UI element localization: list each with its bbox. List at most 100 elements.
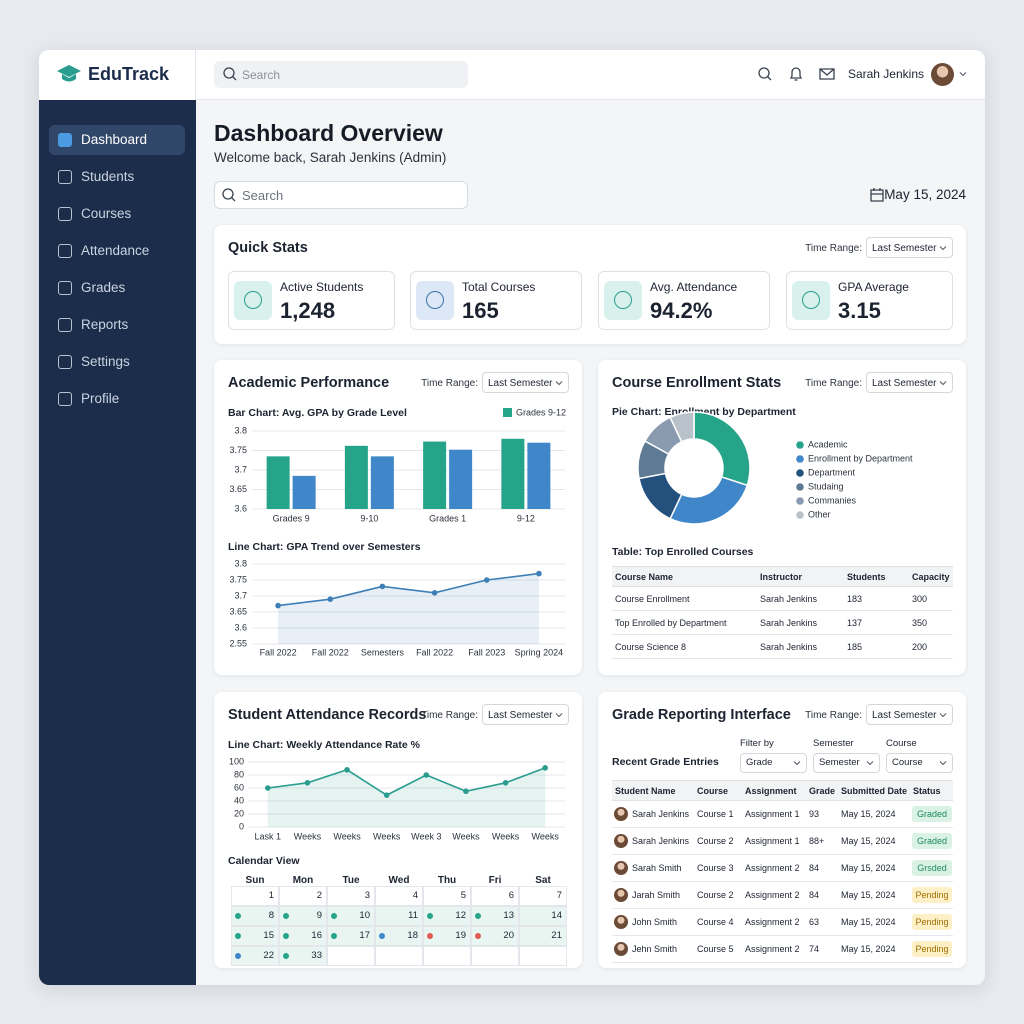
filter-select[interactable] [813,753,880,773]
calendar-day: 15 [263,930,274,941]
search-box[interactable] [214,61,468,88]
dropdown[interactable] [866,372,953,393]
calendar-cell[interactable] [519,926,567,946]
dropdown[interactable] [866,704,953,725]
calendar-cell[interactable] [423,946,471,966]
table-header-cell: Student Name [615,785,676,796]
calendar-cell[interactable] [327,926,375,946]
calendar-cell[interactable] [279,906,327,926]
table-cell: Sarah Jenkins [632,836,690,846]
calendar-cell[interactable] [423,906,471,926]
calendar-day: 16 [311,930,322,941]
sidebar-item[interactable]: Courses [81,206,132,221]
table-cell: Course 1 [697,809,734,819]
sidebar-icon [58,207,72,221]
stat-icon-glyph [426,291,444,309]
filter-label: Course [886,738,917,749]
calendar-day: 5 [460,890,466,901]
sidebar-item[interactable]: Dashboard [81,132,148,147]
filter-value[interactable]: Course [892,757,923,768]
calendar-cell[interactable] [519,906,567,926]
table-cell: May 15, 2024 [841,863,896,873]
dropdown-value[interactable]: Last Semester [872,709,937,721]
user-avatar[interactable] [931,63,954,86]
table-cell: 84 [809,863,820,873]
sidebar-item[interactable]: Grades [81,280,126,295]
status-badge [912,806,952,822]
dropdown-value[interactable]: Last Semester [872,377,937,389]
calendar-day: 3 [364,890,370,901]
calendar-cell[interactable] [471,946,519,966]
calendar-cell[interactable] [279,926,327,946]
table-row-line [612,908,953,909]
table-row-line [612,854,953,855]
calendar-cell[interactable] [375,886,423,906]
dropdown[interactable] [482,704,569,725]
dropdown-value[interactable]: Last Semester [872,242,937,254]
calendar-cell[interactable] [471,926,519,946]
date: May 15, 2024 [884,187,966,202]
weekday-label: Wed [388,874,410,886]
table-cell: John Smith [632,917,678,927]
table-cell: Assignment 2 [745,863,800,873]
table-cell: Course Enrollment [615,594,690,604]
calendar-cell[interactable] [375,926,423,946]
calendar-cell[interactable] [423,926,471,946]
table-header-cell: Instructor [760,571,803,582]
filter-value[interactable]: Grade [746,757,773,768]
calendar-day: 17 [359,930,370,941]
sidebar-item[interactable]: Profile [81,391,120,406]
search-placeholder: Search [242,187,284,203]
dropdown[interactable] [482,372,569,393]
filter-select[interactable] [740,753,807,773]
calendar-cell[interactable] [327,906,375,926]
calendar-day: 9 [316,910,322,921]
calendar-cell[interactable] [279,946,327,966]
chart-title: Line Chart: Weekly Attendance Rate % [228,739,420,751]
calendar-cell[interactable] [519,946,567,966]
app-logo: EduTrack [88,63,170,84]
filter-select[interactable] [886,753,953,773]
table-header-cell: Status [913,785,941,796]
sidebar-item[interactable]: Students [81,169,135,184]
dropdown[interactable] [866,237,953,258]
sidebar-item[interactable]: Settings [81,354,130,369]
calendar-cell[interactable] [231,926,279,946]
calendar-cell[interactable] [375,946,423,966]
calendar-cell[interactable] [423,886,471,906]
status-label: Graded [916,809,948,819]
table-header [612,780,953,801]
table-row-line [612,634,953,635]
stat-value: 1,248 [280,297,336,323]
dropdown-value[interactable]: Last Semester [488,377,553,389]
calendar-dot [283,913,289,919]
filter-label: Semester [813,738,854,749]
status-label: Grsded [917,863,947,873]
calendar-cell[interactable] [327,946,375,966]
filter-value[interactable]: Semester [819,757,860,768]
table-cell: Course Science 8 [615,642,687,652]
status-badge [912,914,952,930]
calendar-cell[interactable] [471,886,519,906]
calendar-cell[interactable] [471,906,519,926]
table-cell: Course 3 [697,863,734,873]
calendar-cell[interactable] [519,886,567,906]
table-cell: 183 [847,594,863,604]
calendar-cell[interactable] [279,886,327,906]
status-label: Pending [915,944,949,954]
calendar-cell[interactable] [231,906,279,926]
calendar-cell[interactable] [327,886,375,906]
calendar-cell[interactable] [231,886,279,906]
sidebar-item[interactable]: Attendance [81,243,150,258]
calendar-day: 6 [508,890,514,901]
dropdown-value[interactable]: Last Semester [488,709,553,721]
calendar-cell[interactable] [231,946,279,966]
sidebar-icon [58,281,72,295]
table-cell: Assignment 2 [745,944,800,954]
table-cell: Sarah Jenkins [760,618,818,628]
stat-icon-glyph [802,291,820,309]
calendar-cell[interactable] [375,906,423,926]
sidebar-item[interactable]: Reports [81,317,129,332]
stat-label: Avg. Attendance [650,280,738,294]
search-input[interactable] [214,181,468,209]
